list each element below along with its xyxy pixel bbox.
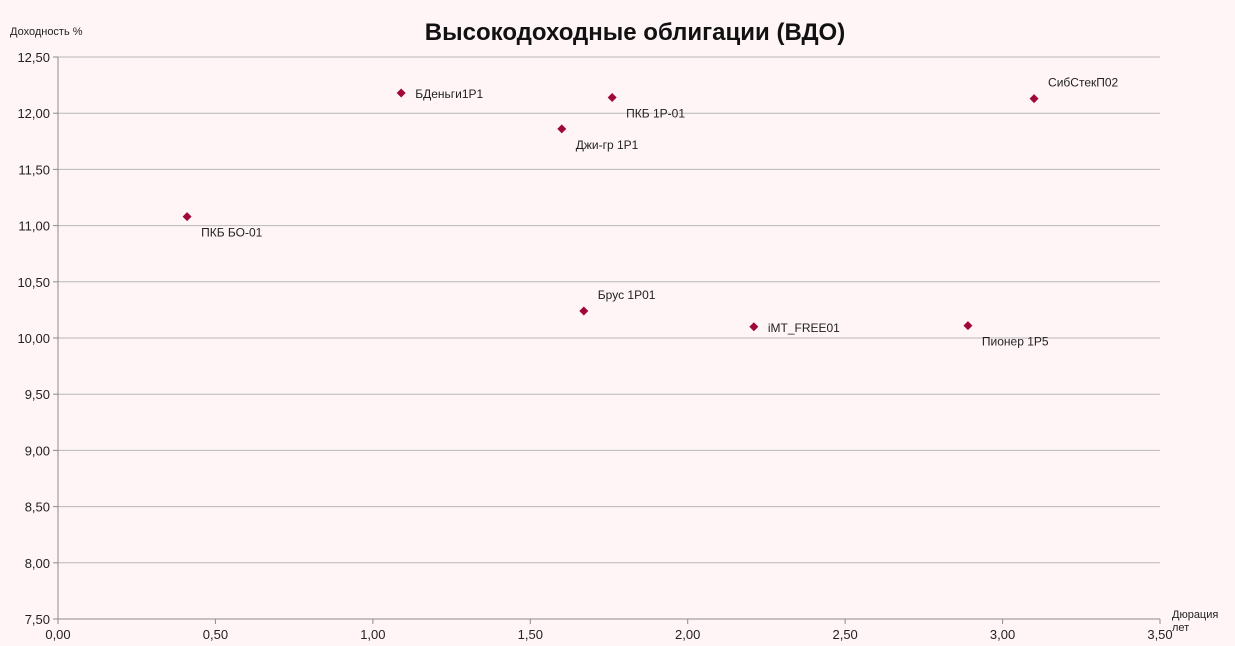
axes [53,56,1161,624]
x-tick-label: 2,00 [675,627,700,642]
x-tick-label: 1,00 [360,627,385,642]
x-axis-title-line2: лет [1172,622,1189,634]
data-point-label: Джи-гр 1Р1 [576,138,639,152]
y-tick-label: 10,00 [17,331,50,346]
x-tick-label: 3,50 [1147,627,1172,642]
y-tick-label: 8,50 [25,500,50,515]
y-tick-label: 10,50 [17,275,50,290]
x-tick-label: 1,50 [518,627,543,642]
y-tick-label: 7,50 [25,612,50,627]
y-tick-label: 9,00 [25,443,50,458]
data-point-marker [749,322,759,332]
data-labels: ПКБ БО-01 БДеньги1Р1 Джи-гр 1Р1 ПКБ 1Р-01 Бр… [201,76,1118,349]
y-tick-label: 12,00 [17,106,50,121]
data-point-marker [579,306,589,316]
data-point-label: Пионер 1Р5 [982,335,1049,349]
data-point-label: Брус 1Р01 [598,288,656,302]
x-tick-label: 3,00 [990,627,1015,642]
y-tick-labels: 12,50 12,00 11,50 11,00 10,50 10,00 9,50 9,00 8,… [17,50,50,627]
y-tick-label: 9,50 [25,387,50,402]
x-tick-label: 2,50 [832,627,857,642]
x-axis-title-line1: Дюрация [1172,609,1218,621]
y-tick-label: 11,00 [18,219,50,234]
data-points [182,88,1039,332]
chart-title: Высокодоходные облигации (ВДО) [425,19,845,46]
data-point-marker [396,88,406,98]
data-point-marker [607,92,617,102]
y-tick-label: 11,50 [18,162,50,177]
data-point-label: ПКБ БО-01 [201,226,263,240]
y-tick-label: 8,00 [25,556,50,571]
y-tick-label: 12,50 [17,50,50,65]
x-tick-labels: 0,00 0,50 1,00 1,50 2,00 2,50 3,00 3,50 [45,627,1172,642]
y-axis-title: Доходность % [10,26,83,38]
data-point-label: ПКБ 1Р-01 [626,106,685,120]
data-point-marker [1029,94,1039,104]
data-point-marker [557,124,567,134]
x-tick-label: 0,00 [45,627,70,642]
data-point-label: iMT_FREE01 [768,321,840,335]
grid-lines [58,56,1160,564]
data-point-label: БДеньги1Р1 [415,87,483,101]
data-point-marker [182,212,192,222]
data-point-marker [963,321,973,331]
data-point-label: СибСтекП02 [1048,76,1118,90]
x-tick-label: 0,50 [203,627,228,642]
